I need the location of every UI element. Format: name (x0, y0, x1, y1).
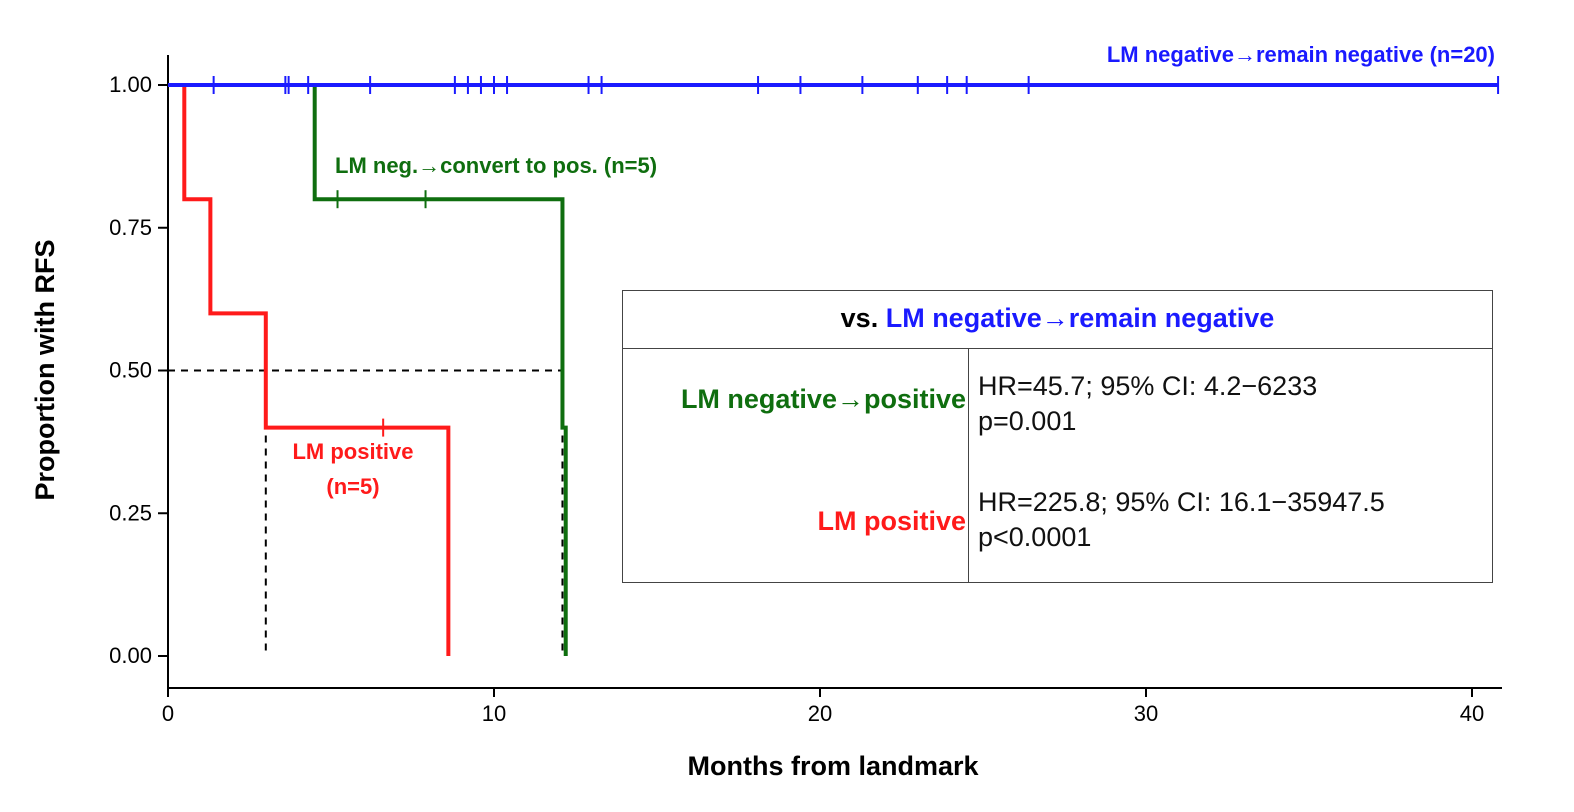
y-tick-label: 0.75 (109, 215, 152, 240)
row-stat-p-negative-positive: p=0.001 (978, 406, 1077, 436)
row-label-lm-positive: LM positive (817, 506, 966, 536)
row-stat-hr-negative-positive: HR=45.7; 95% CI: 4.2−6233 (978, 371, 1318, 401)
y-axis-title: Proportion with RFS (30, 240, 60, 501)
label-remain-negative: LM negative→remain negative (n=20) (1107, 42, 1495, 67)
x-tick-label: 0 (162, 701, 174, 726)
table-header: vs. LM negative→remain negative (623, 291, 1492, 349)
hazard-ratio-table: vs. LM negative→remain negative LM negat… (622, 290, 1493, 583)
y-tick-label: 0.00 (109, 643, 152, 668)
header-reference-group: LM negative→remain negative (885, 303, 1275, 333)
y-tick-label: 0.50 (109, 358, 152, 383)
header-prefix: vs. (840, 303, 886, 333)
x-tick-label: 20 (808, 701, 832, 726)
km-curve-lm-positive (168, 83, 451, 656)
y-tick-label: 0.25 (109, 500, 152, 525)
table-row-labels: LM negative→positive LM positive (623, 348, 969, 582)
table-row-stats: HR=45.7; 95% CI: 4.2−6233 p=0.001 HR=225… (969, 348, 1492, 582)
label-lm-positive-line2: (n=5) (326, 474, 379, 499)
label-convert-positive: LM neg.→convert to pos. (n=5) (335, 153, 657, 178)
x-tick-label: 40 (1460, 701, 1484, 726)
x-axis-title: Months from landmark (687, 751, 979, 781)
row-stat-hr-lm-positive: HR=225.8; 95% CI: 16.1−35947.5 (978, 487, 1385, 517)
y-tick-label: 1.00 (109, 72, 152, 97)
label-lm-positive-line1: LM positive (292, 439, 413, 464)
row-stat-p-lm-positive: p<0.0001 (978, 522, 1092, 552)
x-tick-label: 10 (482, 701, 506, 726)
x-tick-label: 30 (1134, 701, 1158, 726)
row-label-negative-positive: LM negative→positive (680, 384, 966, 414)
